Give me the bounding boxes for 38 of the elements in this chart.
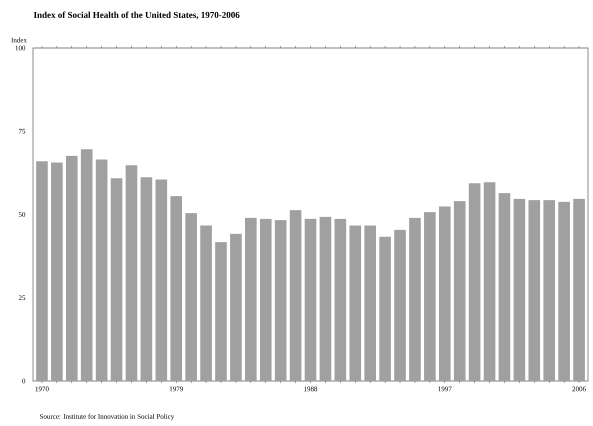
bar: [290, 210, 302, 381]
bar: [409, 218, 421, 381]
bar: [80, 149, 93, 381]
bar: [36, 161, 48, 381]
bar: [66, 156, 78, 381]
bar: [245, 218, 257, 381]
bar: [364, 225, 376, 381]
chart-title: Index of Social Health of the United States, 1970-2006: [34, 12, 240, 20]
bar: [468, 183, 480, 381]
bar: [528, 200, 540, 381]
bar: [140, 177, 152, 381]
bar: [498, 193, 510, 381]
bar: [424, 212, 436, 381]
bar: [110, 178, 122, 381]
bar: [438, 206, 451, 381]
bar: [185, 213, 197, 381]
bar: [334, 218, 346, 381]
bar: [274, 220, 286, 381]
bar: [96, 160, 108, 381]
bar: [573, 198, 585, 381]
bar: [51, 162, 63, 381]
bar: [394, 230, 406, 381]
bar: [379, 236, 391, 381]
bar: [543, 200, 556, 381]
bar: [484, 182, 496, 381]
bar: [155, 180, 168, 381]
bar: [349, 225, 362, 381]
bar: [230, 234, 242, 381]
bar: [454, 201, 466, 381]
bar: [126, 165, 138, 381]
bar: [558, 202, 570, 381]
bar: [215, 242, 227, 381]
bar: [320, 216, 332, 381]
bar: [304, 218, 316, 381]
bar: [514, 198, 526, 381]
bar: [260, 218, 272, 381]
bar: [170, 196, 182, 381]
bar: [200, 225, 212, 381]
